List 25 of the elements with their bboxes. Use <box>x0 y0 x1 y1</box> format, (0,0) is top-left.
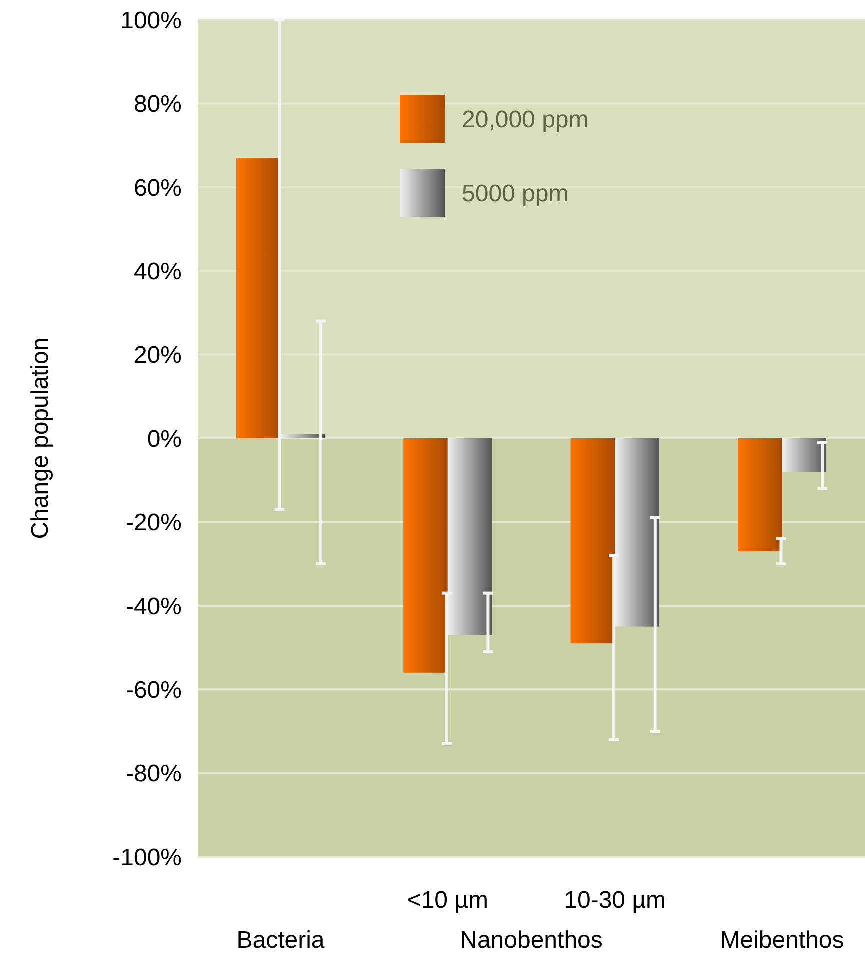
y-tick-label: 20% <box>134 342 182 370</box>
y-tick-label: 100% <box>120 7 182 34</box>
x-tick-label: Bacteria <box>236 927 326 954</box>
text: Nanobenthos <box>460 927 603 954</box>
bar <box>404 438 448 673</box>
y-tick-label: 60% <box>134 174 182 202</box>
y-tick-label: -40% <box>126 593 182 620</box>
y-tick-label: -20% <box>126 510 182 537</box>
x-tick-label: <10 µm <box>407 887 489 914</box>
y-tick-label: 0% <box>147 426 182 453</box>
y-tick-label: 40% <box>134 258 182 286</box>
legend-label: 5000 ppm <box>462 180 569 208</box>
bar <box>738 438 782 552</box>
y-axis-title: Change population <box>27 338 54 540</box>
bar <box>782 438 827 472</box>
y-tick-label: 80% <box>134 91 182 118</box>
legend-label: 20,000 ppm <box>462 106 589 134</box>
bar <box>570 438 616 644</box>
x-tick-label: Meibenthos <box>720 927 844 954</box>
x-tick-label: 10-30 µm <box>564 887 666 914</box>
y-tick-label: -100% <box>112 844 182 872</box>
y-tick-label: -60% <box>126 677 182 704</box>
y-tick-label: -80% <box>126 760 182 788</box>
bar <box>615 438 660 627</box>
bar <box>448 438 492 636</box>
